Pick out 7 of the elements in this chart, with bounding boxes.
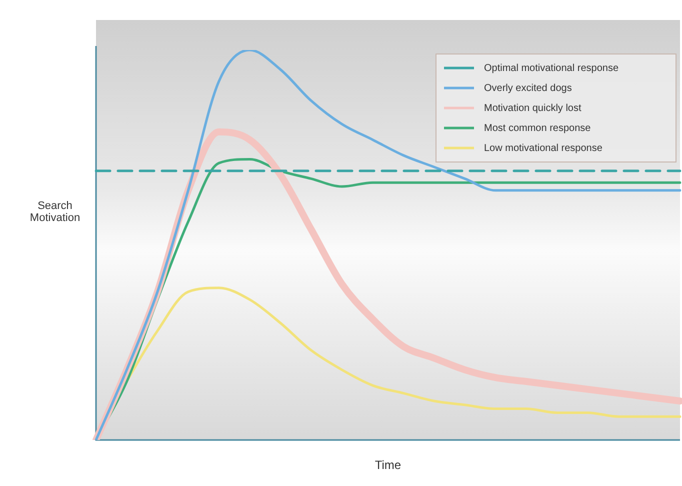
legend-label: Motivation quickly lost xyxy=(484,102,582,114)
x-axis-title: Time xyxy=(374,458,402,472)
legend-label: Optimal motivational response xyxy=(484,62,619,74)
y-axis-title: Search Motivation xyxy=(28,200,82,224)
legend-label: Most common response xyxy=(484,122,592,134)
legend-label: Overly excited dogs xyxy=(484,82,572,94)
legend-label: Low motivational response xyxy=(484,142,603,154)
